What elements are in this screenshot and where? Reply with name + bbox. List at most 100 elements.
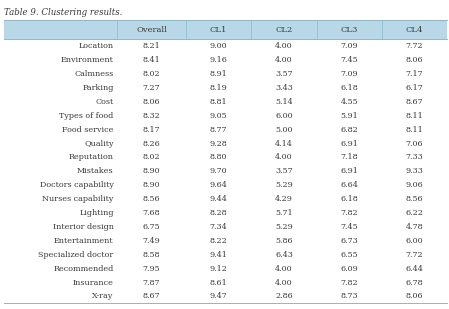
Text: 8.28: 8.28 — [210, 209, 227, 217]
Text: 8.32: 8.32 — [143, 112, 160, 120]
Bar — [4, 150, 447, 164]
Text: CL2: CL2 — [275, 26, 293, 34]
Text: 8.58: 8.58 — [143, 251, 160, 259]
Text: 2.86: 2.86 — [275, 293, 293, 300]
Text: Nurses capability: Nurses capability — [42, 195, 114, 203]
Text: 3.57: 3.57 — [275, 70, 293, 78]
Text: 8.90: 8.90 — [143, 181, 160, 189]
Text: 9.12: 9.12 — [210, 265, 228, 273]
Text: 3.57: 3.57 — [275, 167, 293, 176]
Text: 6.91: 6.91 — [340, 167, 358, 176]
Text: 6.18: 6.18 — [340, 84, 358, 92]
Text: Mistakes: Mistakes — [77, 167, 114, 176]
Text: 4.55: 4.55 — [340, 98, 358, 106]
Bar — [4, 290, 447, 303]
Text: 7.09: 7.09 — [340, 42, 358, 50]
Text: 6.09: 6.09 — [340, 265, 358, 273]
Text: 8.77: 8.77 — [210, 126, 227, 134]
Text: 8.67: 8.67 — [405, 98, 423, 106]
Text: 9.16: 9.16 — [210, 56, 228, 64]
Text: 8.06: 8.06 — [143, 98, 160, 106]
Text: 8.56: 8.56 — [143, 195, 160, 203]
Text: 7.45: 7.45 — [340, 223, 358, 231]
Text: 8.06: 8.06 — [405, 56, 423, 64]
Text: 7.72: 7.72 — [405, 251, 423, 259]
Text: 8.22: 8.22 — [210, 237, 228, 245]
Text: 7.34: 7.34 — [210, 223, 228, 231]
Text: 8.41: 8.41 — [143, 56, 160, 64]
Text: 5.14: 5.14 — [275, 98, 293, 106]
Bar — [4, 137, 447, 150]
Text: 9.33: 9.33 — [405, 167, 423, 176]
Text: 8.17: 8.17 — [143, 126, 160, 134]
Text: 9.41: 9.41 — [210, 251, 228, 259]
Text: 8.11: 8.11 — [405, 126, 423, 134]
Text: 6.82: 6.82 — [340, 126, 358, 134]
Text: 7.95: 7.95 — [143, 265, 160, 273]
Text: 7.87: 7.87 — [143, 279, 160, 286]
Bar — [4, 53, 447, 67]
Text: 8.21: 8.21 — [143, 42, 160, 50]
Bar — [4, 206, 447, 220]
Text: 5.86: 5.86 — [275, 237, 293, 245]
Text: 8.67: 8.67 — [143, 293, 160, 300]
Bar — [4, 67, 447, 81]
Text: 7.17: 7.17 — [405, 70, 423, 78]
Text: Lighting: Lighting — [79, 209, 114, 217]
Text: 8.02: 8.02 — [143, 154, 160, 162]
Bar — [4, 192, 447, 206]
Text: 4.00: 4.00 — [275, 42, 293, 50]
Text: 9.06: 9.06 — [405, 181, 423, 189]
Text: Food service: Food service — [62, 126, 114, 134]
Text: 6.17: 6.17 — [405, 84, 423, 92]
Text: 4.00: 4.00 — [275, 279, 293, 286]
Text: 6.75: 6.75 — [143, 223, 160, 231]
Text: 7.82: 7.82 — [340, 279, 358, 286]
Text: 9.47: 9.47 — [210, 293, 228, 300]
Text: 4.00: 4.00 — [275, 265, 293, 273]
Text: 8.91: 8.91 — [210, 70, 228, 78]
Text: 4.29: 4.29 — [275, 195, 293, 203]
Text: 9.05: 9.05 — [210, 112, 227, 120]
Text: Cost: Cost — [96, 98, 114, 106]
Text: Entertainment: Entertainment — [54, 237, 114, 245]
Text: CL4: CL4 — [405, 26, 423, 34]
Text: 8.73: 8.73 — [340, 293, 358, 300]
Bar — [4, 109, 447, 123]
Text: 6.73: 6.73 — [340, 237, 358, 245]
Text: Table 9. Clustering results.: Table 9. Clustering results. — [4, 8, 123, 17]
Text: 5.00: 5.00 — [275, 126, 293, 134]
Text: Calmness: Calmness — [75, 70, 114, 78]
Bar — [4, 178, 447, 192]
Bar — [4, 234, 447, 248]
Text: Overall: Overall — [136, 26, 167, 34]
Text: Reputation: Reputation — [69, 154, 114, 162]
Text: Recommended: Recommended — [53, 265, 114, 273]
Text: 9.00: 9.00 — [210, 42, 227, 50]
Text: 9.64: 9.64 — [210, 181, 228, 189]
Text: 9.44: 9.44 — [210, 195, 228, 203]
Text: 8.81: 8.81 — [210, 98, 227, 106]
Text: 7.18: 7.18 — [340, 154, 358, 162]
Text: 7.68: 7.68 — [143, 209, 160, 217]
Text: 6.55: 6.55 — [340, 251, 358, 259]
Text: Doctors capability: Doctors capability — [40, 181, 114, 189]
Text: 4.00: 4.00 — [275, 154, 293, 162]
Text: 6.64: 6.64 — [340, 181, 358, 189]
Text: 6.91: 6.91 — [340, 140, 358, 148]
Text: 6.22: 6.22 — [405, 209, 423, 217]
Text: 7.45: 7.45 — [340, 56, 358, 64]
Bar — [4, 248, 447, 262]
Text: 7.06: 7.06 — [405, 140, 423, 148]
Text: 5.71: 5.71 — [275, 209, 293, 217]
Text: 8.06: 8.06 — [405, 293, 423, 300]
Bar — [4, 276, 447, 290]
Text: 5.29: 5.29 — [275, 181, 293, 189]
Text: 5.91: 5.91 — [340, 112, 358, 120]
Text: Types of food: Types of food — [59, 112, 114, 120]
Text: Environment: Environment — [61, 56, 114, 64]
Text: Location: Location — [79, 42, 114, 50]
Text: 7.33: 7.33 — [405, 154, 423, 162]
Text: 8.90: 8.90 — [143, 167, 160, 176]
Text: X-ray: X-ray — [92, 293, 114, 300]
